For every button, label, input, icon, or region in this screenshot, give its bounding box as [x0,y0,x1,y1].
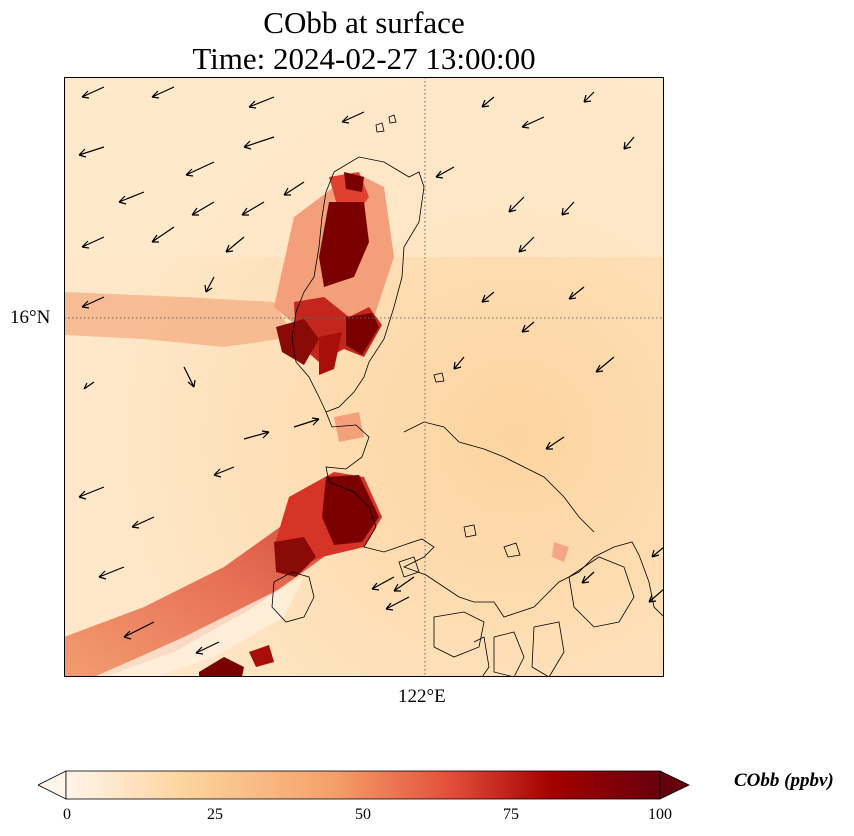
wind-vector [191,201,215,216]
coastline-island-b [388,114,397,124]
wind-vector [151,86,175,99]
plume-south-core-a [322,475,379,545]
co-field-layer [64,172,569,677]
colorbar-tick: 100 [648,806,672,823]
colorbar-tick: 50 [355,806,371,823]
longitude-label: 122°E [398,686,446,707]
colorbar-tick: 0 [63,806,71,823]
chart-title: CObb at surface [263,5,465,40]
wind-vector [521,116,545,129]
wind-vector [521,321,535,333]
plume-north-core-b [319,202,369,287]
plume-center-core-c [319,332,342,375]
plume-clean-gap [94,577,304,677]
wind-vector [453,356,465,370]
colorbar-tick: 75 [503,806,519,823]
wind-vector [151,226,175,243]
coastline-negros [493,631,525,677]
wind-vector [131,516,155,529]
wind-vector [78,486,105,500]
coastline-layer [271,114,664,677]
wind-vector [204,276,215,293]
plume-south-core-b [274,537,316,577]
wind-vector [623,136,635,150]
latitude-label: 16°N [10,307,51,328]
wind-vector [508,196,525,213]
wind-vector [243,136,275,150]
wind-vector [213,466,235,478]
wind-vector [118,191,145,205]
coastline-island-d [463,524,477,538]
wind-vector [83,381,95,390]
colorbar-max-extend [659,770,690,800]
wind-vector [81,236,105,249]
wind-vector [241,201,265,216]
wind-vector [595,356,615,373]
coastline-mindoro [271,571,315,623]
coastline-island-c [433,372,445,383]
wind-vector [283,181,305,196]
wind-vector [81,296,105,309]
plume-west-band [64,292,294,347]
coastline-island-a [375,122,385,133]
colorbar-min-extend [38,770,67,800]
plume-east-spot [552,542,569,562]
wind-vector [393,576,415,592]
coastline-samar [568,556,635,628]
wind-vector [248,96,275,109]
chart-subtitle: Time: 2024-02-27 13:00:00 [192,41,536,76]
wind-vector [581,571,595,584]
wind-vector [481,291,495,303]
wind-vector [561,201,575,216]
plume-bottom-core [199,657,244,677]
coastline-cebu [473,636,490,677]
wind-vector [648,588,664,603]
wind-vector [545,436,565,450]
wind-vector [195,641,220,655]
wind-vector [518,236,535,253]
wind-vector [183,366,196,388]
coastline-panay [433,611,485,658]
wind-vector [385,596,410,611]
coastline-luzon [325,156,664,618]
coastline-island-e [503,542,521,558]
wind-vector [98,566,125,580]
wind-vector [435,166,455,179]
colorbar-label: CObb (ppbv) [734,770,834,791]
wind-vector [341,111,365,124]
map-frame [64,77,664,677]
wind-vector [81,86,105,99]
wind-vector [225,236,245,253]
coastline-bicol [403,421,595,533]
colorbar-gradient [65,770,661,800]
wind-vector [243,430,270,440]
plume-small-spot [334,412,364,442]
wind-vector [651,546,664,558]
coastline-leyte [531,621,565,677]
coastline-luzon-west [291,171,335,413]
map-plot [64,77,664,677]
plume-center-core-a [346,313,379,355]
wind-vector [78,146,105,158]
plume-center-core-b [276,319,319,365]
wind-vector [568,286,585,300]
colorbar-tick: 25 [207,806,223,823]
plume-bottom-spot [249,645,274,667]
wind-vector [185,161,215,177]
coastline-marinduque [398,556,420,578]
wind-vector [293,417,320,428]
wind-vector [371,576,395,591]
wind-vector [123,621,155,640]
wind-vector [583,91,595,103]
plume-north-core-c [344,172,364,192]
wind-vector-layer [78,86,664,655]
wind-vector [481,96,495,108]
colorbar [38,770,690,800]
